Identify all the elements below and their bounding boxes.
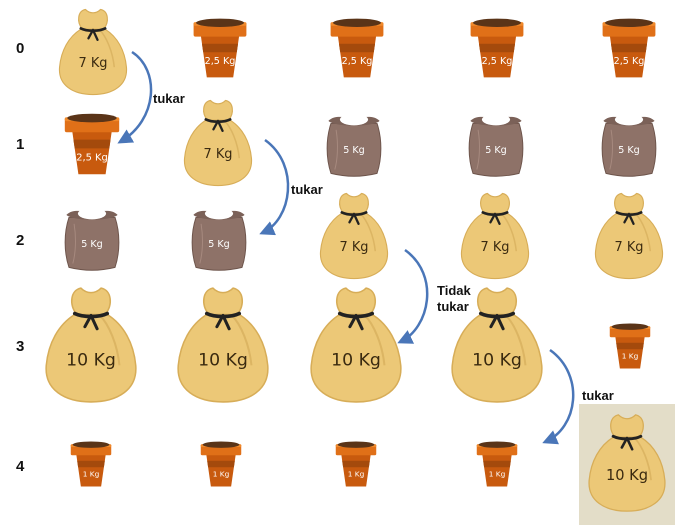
gold-sack-icon: 10 Kg bbox=[177, 287, 269, 403]
weight-label: 1 Kg bbox=[489, 469, 506, 478]
item-r2-c3: 7 Kg bbox=[457, 190, 533, 282]
weight-label: 7 Kg bbox=[79, 56, 108, 71]
swap-arrow-2 bbox=[259, 138, 290, 236]
item-r2-c0: 5 Kg bbox=[60, 200, 124, 272]
item-r1-c4: 5 Kg bbox=[597, 106, 661, 178]
row-label-1: 1 bbox=[16, 136, 25, 153]
gold-sack-icon: 10 Kg bbox=[451, 287, 543, 403]
row-label-2: 2 bbox=[16, 232, 25, 249]
pot-icon: 1 Kg bbox=[476, 441, 518, 487]
weight-label: 5 Kg bbox=[485, 145, 507, 156]
item-r3-c3: 10 Kg bbox=[446, 284, 548, 406]
gray-sack-icon: 5 Kg bbox=[326, 113, 382, 177]
item-r4-c0: 1 Kg bbox=[68, 438, 114, 490]
gold-sack-icon: 7 Kg bbox=[319, 192, 389, 280]
weight-label: 7 Kg bbox=[481, 240, 510, 255]
weight-label: 7 Kg bbox=[615, 240, 644, 255]
weight-label: 10 Kg bbox=[472, 350, 522, 370]
item-r1-c1: 7 Kg bbox=[180, 97, 256, 189]
weight-label: 1 Kg bbox=[83, 469, 100, 478]
weight-label: 10 Kg bbox=[198, 350, 248, 370]
weight-label: 7 Kg bbox=[340, 240, 369, 255]
item-r2-c1: 5 Kg bbox=[187, 200, 251, 272]
gray-sack-icon: 5 Kg bbox=[191, 207, 247, 271]
pot-icon: 2,5 Kg bbox=[64, 113, 120, 175]
weight-label: 2,5 Kg bbox=[205, 56, 236, 67]
row-label-4: 4 bbox=[16, 458, 25, 475]
weight-label: 5 Kg bbox=[618, 145, 640, 156]
pot-icon: 1 Kg bbox=[70, 441, 112, 487]
item-r4-c1: 1 Kg bbox=[198, 438, 244, 490]
weight-label: 7 Kg bbox=[204, 147, 233, 162]
note-swap-2: tukar bbox=[291, 182, 323, 197]
item-r0-c3: 2,5 Kg bbox=[467, 14, 527, 82]
note-no-swap-line2: tukar bbox=[437, 299, 469, 314]
weight-label: 10 Kg bbox=[606, 467, 648, 484]
weight-label: 1 Kg bbox=[348, 469, 365, 478]
gray-sack-icon: 5 Kg bbox=[601, 113, 657, 177]
pot-icon: 2,5 Kg bbox=[602, 18, 656, 78]
item-r0-c2: 2,5 Kg bbox=[327, 14, 387, 82]
weight-label: 5 Kg bbox=[343, 145, 365, 156]
gold-sack-icon: 7 Kg bbox=[460, 192, 530, 280]
item-r3-c2: 10 Kg bbox=[305, 284, 407, 406]
item-r0-c4: 2,5 Kg bbox=[599, 14, 659, 82]
weight-label: 5 Kg bbox=[208, 239, 230, 250]
gold-sack-icon: 7 Kg bbox=[594, 192, 664, 280]
item-r3-c4: 1 Kg bbox=[607, 320, 653, 372]
note-swap-4: tukar bbox=[582, 388, 614, 403]
weight-label: 2,5 Kg bbox=[614, 56, 645, 67]
item-r1-c2: 5 Kg bbox=[322, 106, 386, 178]
gold-sack-icon: 10 Kg bbox=[310, 287, 402, 403]
item-r1-c0: 2,5 Kg bbox=[61, 110, 123, 178]
pot-icon: 1 Kg bbox=[200, 441, 242, 487]
item-r1-c3: 5 Kg bbox=[464, 106, 528, 178]
weight-label: 5 Kg bbox=[81, 239, 103, 250]
row-label-3: 3 bbox=[16, 338, 25, 355]
weight-label: 2,5 Kg bbox=[482, 56, 513, 67]
pot-icon: 2,5 Kg bbox=[330, 18, 384, 78]
gray-sack-icon: 5 Kg bbox=[64, 207, 120, 271]
weight-label: 10 Kg bbox=[66, 350, 116, 370]
item-r3-c1: 10 Kg bbox=[172, 284, 274, 406]
item-r2-c4: 7 Kg bbox=[591, 190, 667, 282]
item-r4-c2: 1 Kg bbox=[333, 438, 379, 490]
item-r2-c2: 7 Kg bbox=[316, 190, 392, 282]
row-label-0: 0 bbox=[16, 40, 25, 57]
gray-sack-icon: 5 Kg bbox=[468, 113, 524, 177]
item-r4-c3: 1 Kg bbox=[474, 438, 520, 490]
gold-sack-icon: 10 Kg bbox=[45, 287, 137, 403]
pot-icon: 2,5 Kg bbox=[193, 18, 247, 78]
weight-label: 2,5 Kg bbox=[342, 56, 373, 67]
item-r0-c0: 7 Kg bbox=[55, 6, 131, 98]
item-r4-c4: 10 Kg bbox=[584, 406, 670, 520]
gold-sack-icon: 7 Kg bbox=[58, 8, 128, 96]
item-r0-c1: 2,5 Kg bbox=[190, 14, 250, 82]
weight-label: 1 Kg bbox=[622, 351, 639, 360]
gold-sack-icon: 10 Kg bbox=[588, 414, 666, 512]
note-swap-1: tukar bbox=[153, 91, 185, 106]
gold-sack-icon: 7 Kg bbox=[183, 99, 253, 187]
pot-icon: 2,5 Kg bbox=[470, 18, 524, 78]
weight-label: 2,5 Kg bbox=[76, 153, 108, 164]
weight-label: 10 Kg bbox=[331, 350, 381, 370]
pot-icon: 1 Kg bbox=[609, 323, 651, 369]
item-r3-c0: 10 Kg bbox=[40, 284, 142, 406]
weight-label: 1 Kg bbox=[213, 469, 230, 478]
swap-arrow-4 bbox=[542, 348, 575, 445]
note-no-swap-line1: Tidak bbox=[437, 283, 471, 298]
pot-icon: 1 Kg bbox=[335, 441, 377, 487]
